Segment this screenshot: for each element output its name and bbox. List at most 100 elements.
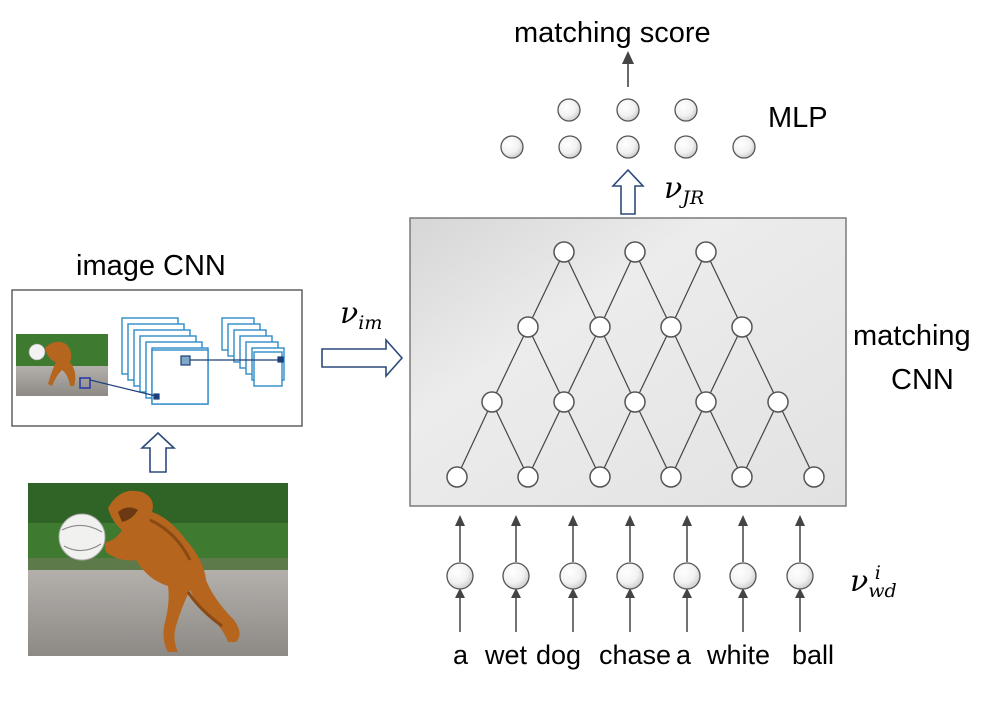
cnn-node-layer-2 (553, 391, 575, 413)
sentence-word: a (453, 640, 469, 670)
embedding-to-cnn-arrowhead (568, 515, 578, 526)
mlp-node-bottom (558, 135, 582, 159)
feature-map-front (151, 349, 209, 405)
matching-score-label: matching score (514, 17, 711, 49)
cnn-connection (456, 401, 493, 478)
embedding-to-cnn-arrowhead (738, 515, 748, 526)
cnn-node-layer-4 (553, 241, 575, 263)
word-embedding-inputs (446, 515, 814, 632)
cnn-node-layer-1 (589, 466, 611, 488)
nu-jr-label: νJR (664, 171, 704, 209)
dog-photo-thumbnail (16, 334, 108, 396)
cnn-node-layer-4 (695, 241, 717, 263)
embedding-to-cnn-arrowhead (455, 515, 465, 526)
mlp-label: MLP (768, 102, 828, 134)
cnn-connection (705, 251, 743, 328)
mlp-node-bottom (616, 135, 640, 159)
nu-wd-label: νwdi (850, 562, 897, 602)
cnn-node-layer-4 (624, 241, 646, 263)
word-embedding-node (502, 562, 530, 590)
cnn-connection (741, 326, 779, 403)
feature-maps (121, 317, 285, 405)
matching-cnn-box (409, 217, 847, 507)
cnn-node-layer-3 (517, 316, 539, 338)
nu-im-label: νim (340, 296, 382, 334)
sentence-word: dog (536, 640, 582, 670)
word-embedding-node (729, 562, 757, 590)
cnn-connection (563, 401, 601, 478)
matching-cnn-nodes (446, 241, 825, 488)
cnn-connection (777, 401, 815, 478)
mlp-node-bottom (674, 135, 698, 159)
cnn-node-layer-1 (517, 466, 539, 488)
cnn-connection (634, 326, 672, 403)
word-embedding-node (786, 562, 814, 590)
cnn-connection (527, 326, 565, 403)
word-embedding-node (673, 562, 701, 590)
cnn-connection (599, 401, 636, 478)
nu-wd-subscript: wd (868, 580, 897, 602)
cnn-connection (599, 251, 636, 328)
mlp-node-bottom (732, 135, 756, 159)
cnn-connection (599, 326, 636, 403)
cnn-connection (527, 401, 565, 478)
sentence-word: a (676, 640, 692, 670)
word-embedding-node (616, 562, 644, 590)
word-input-arrowhead (795, 588, 805, 598)
nu-symbol: ν (664, 171, 683, 206)
cnn-connection (705, 326, 743, 403)
cnn-node-layer-2 (695, 391, 717, 413)
feature-map-front-2 (253, 351, 283, 387)
word-input-arrowhead (682, 588, 692, 598)
cnn-node-layer-2 (624, 391, 646, 413)
cnn-node-layer-1 (660, 466, 682, 488)
cnn-node-layer-1 (803, 466, 825, 488)
word-input-arrowhead (738, 588, 748, 598)
nu-im-subscript: im (358, 312, 383, 334)
mlp-node-top (674, 98, 698, 122)
cnn-connection (670, 251, 707, 328)
word-input-arrowhead (511, 588, 521, 598)
mlp-node-top (557, 98, 581, 122)
image-representation-arrow (321, 337, 404, 379)
sentence-word: chase (599, 640, 672, 670)
cnn-connection (491, 401, 529, 478)
nu-wd-superscript: i (874, 562, 881, 584)
sentence-word: wet (485, 640, 528, 670)
word-embedding-node (559, 562, 587, 590)
cnn-node-layer-1 (731, 466, 753, 488)
cnn-connection (670, 401, 707, 478)
nu-symbol: ν (340, 296, 359, 331)
cnn-connection (634, 401, 672, 478)
cnn-connection (670, 326, 707, 403)
embedding-to-cnn-arrowhead (511, 515, 521, 526)
word-embedding-node (446, 562, 474, 590)
embedding-to-cnn-arrowhead (682, 515, 692, 526)
joint-representation-arrow (611, 168, 645, 215)
word-input-arrowhead (455, 588, 465, 598)
receptive-field-lines (89, 355, 284, 400)
matching-cnn-connections (456, 251, 815, 478)
mlp-node-bottom (500, 135, 524, 159)
word-input-arrowhead (568, 588, 578, 598)
cnn-connection (741, 401, 779, 478)
word-input-arrowhead (625, 588, 635, 598)
mlp-node-top (616, 98, 640, 122)
cnn-connection (491, 326, 529, 403)
dog-photo-image (28, 483, 288, 656)
cnn-connection (634, 251, 672, 328)
cnn-connection (563, 326, 601, 403)
matching-cnn-label-line1: matching (853, 320, 971, 352)
image-input-arrow (139, 431, 177, 473)
embedding-to-cnn-arrowhead (795, 515, 805, 526)
embedding-to-cnn-arrowhead (625, 515, 635, 526)
sentence-word: white (707, 640, 771, 670)
cnn-connection (705, 401, 743, 478)
cnn-node-layer-3 (660, 316, 682, 338)
mlp-nodes (500, 98, 756, 159)
cnn-connection (527, 251, 565, 328)
cnn-node-layer-2 (481, 391, 503, 413)
nu-symbol: ν (850, 564, 869, 599)
cnn-node-layer-3 (731, 316, 753, 338)
matching-cnn-label-line2: CNN (891, 364, 954, 396)
